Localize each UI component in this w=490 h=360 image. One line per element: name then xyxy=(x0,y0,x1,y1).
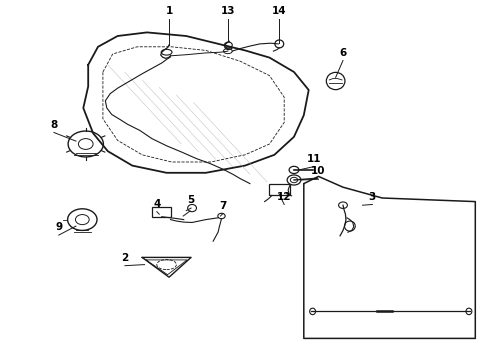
Ellipse shape xyxy=(310,308,316,315)
Text: 13: 13 xyxy=(220,6,235,16)
Text: 5: 5 xyxy=(188,195,195,205)
Text: 8: 8 xyxy=(50,120,57,130)
Text: 3: 3 xyxy=(369,192,376,202)
Text: 2: 2 xyxy=(122,253,128,263)
Text: 9: 9 xyxy=(55,222,62,232)
Text: 1: 1 xyxy=(166,6,172,16)
Ellipse shape xyxy=(466,308,472,315)
Text: 6: 6 xyxy=(340,48,346,58)
Text: 14: 14 xyxy=(272,6,287,16)
Bar xyxy=(152,207,171,217)
Text: 7: 7 xyxy=(219,201,227,211)
Text: 12: 12 xyxy=(277,192,292,202)
Text: 11: 11 xyxy=(306,154,321,164)
Bar xyxy=(269,184,290,195)
Text: 4: 4 xyxy=(153,199,161,209)
Text: 10: 10 xyxy=(311,166,326,176)
